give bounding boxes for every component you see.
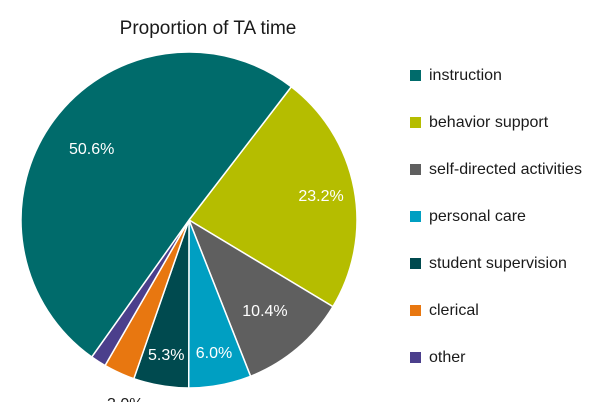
legend-label: instruction — [429, 66, 502, 84]
legend-swatch — [410, 352, 421, 363]
legend-label: self-directed activities — [429, 160, 582, 178]
pie-slice-instruction — [20, 51, 293, 359]
legend-swatch — [410, 164, 421, 175]
legend-label: clerical — [429, 301, 479, 319]
legend: instruction behavior support self-directed… — [410, 64, 582, 393]
legend-item-instruction: instruction — [410, 64, 582, 87]
data-label-clerical: 3.0% — [107, 396, 143, 402]
data-label-instruction: 50.6% — [69, 141, 114, 158]
data-label-self-directed-activities: 10.4% — [242, 303, 287, 320]
legend-item-student-supervision: student supervision — [410, 252, 582, 275]
legend-swatch — [410, 117, 421, 128]
legend-swatch — [410, 305, 421, 316]
chart-title: Proportion of TA time — [119, 18, 297, 39]
legend-label: personal care — [429, 207, 526, 225]
legend-label: other — [429, 348, 466, 366]
legend-item-clerical: clerical — [410, 299, 582, 322]
data-label-behavior-support: 23.2% — [298, 188, 343, 205]
pie-slice-self-directed-activities — [187, 218, 334, 378]
data-label-personal-care: 6.0% — [196, 345, 232, 362]
legend-swatch — [410, 70, 421, 81]
legend-item-personal-care: personal care — [410, 205, 582, 228]
data-label-student-supervision: 5.3% — [148, 347, 184, 364]
legend-item-behavior-support: behavior support — [410, 111, 582, 134]
legend-label: behavior support — [429, 113, 549, 131]
legend-item-self-directed-activities: self-directed activities — [410, 158, 582, 181]
data-label-other: 1.5% — [78, 401, 114, 402]
pie-chart: 23.2% 10.4% 6.0% 5.3% 3.0%1.5% 50.6% — [20, 51, 358, 402]
legend-label: student supervision — [429, 254, 567, 272]
legend-swatch — [410, 211, 421, 222]
legend-item-other: other — [410, 346, 582, 369]
legend-swatch — [410, 258, 421, 269]
pie-slice-behavior-support — [187, 85, 358, 308]
